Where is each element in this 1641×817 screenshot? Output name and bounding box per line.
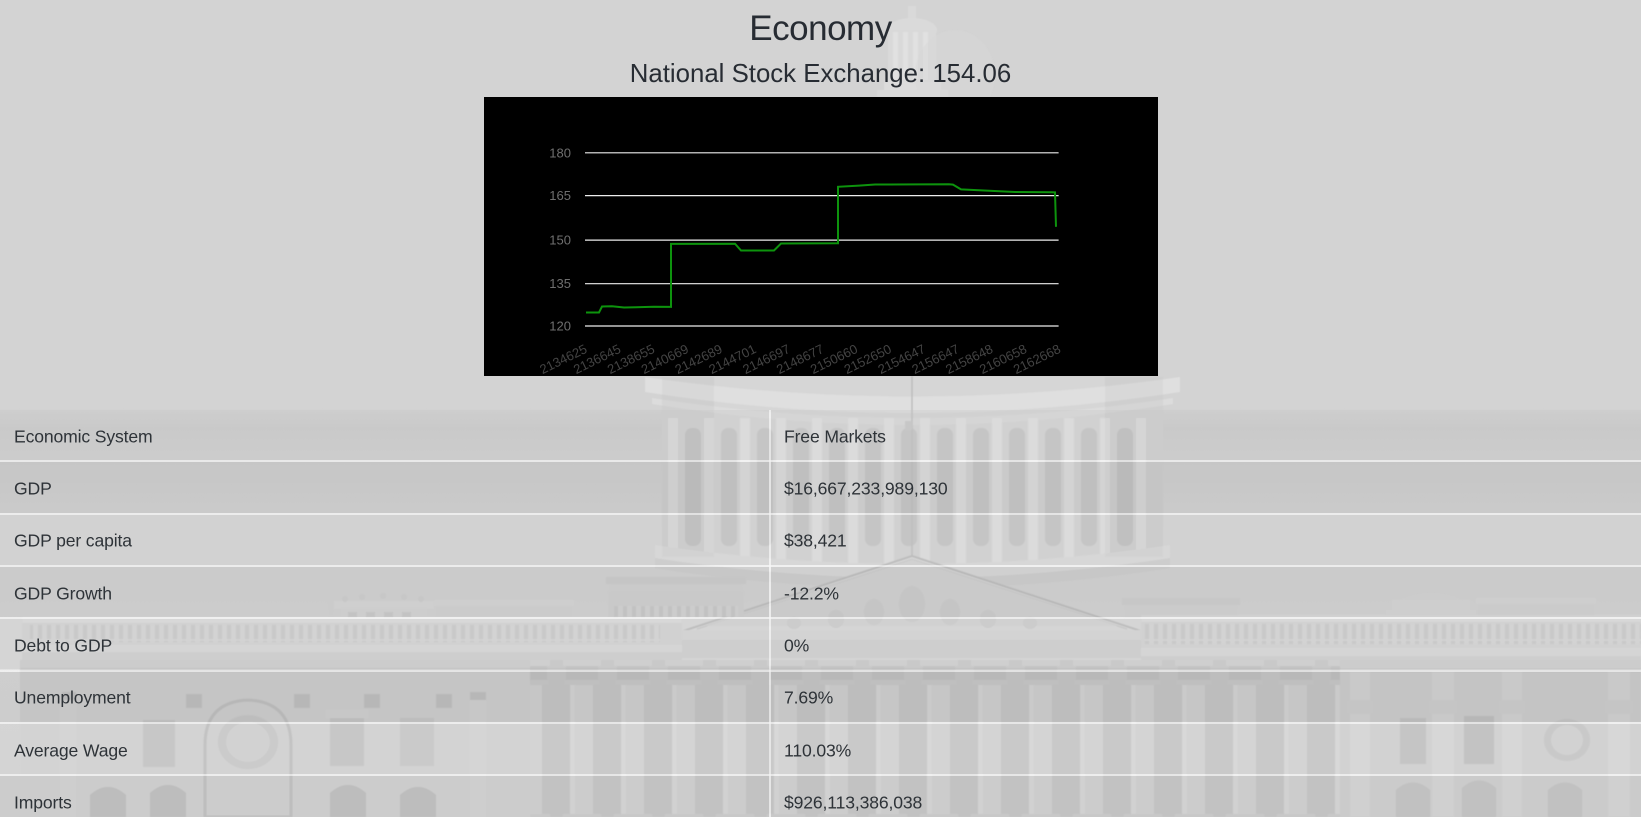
svg-text:180: 180 — [549, 145, 571, 160]
svg-text:150: 150 — [549, 233, 571, 248]
svg-text:120: 120 — [549, 319, 571, 334]
svg-text:135: 135 — [549, 276, 571, 291]
svg-text:165: 165 — [549, 188, 571, 203]
